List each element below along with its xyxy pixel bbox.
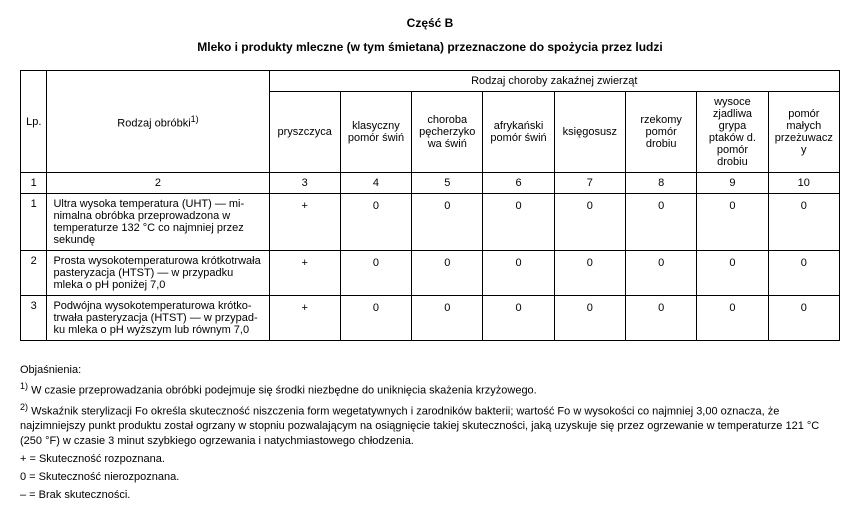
colnum-10: 10 [768,173,839,194]
explain-note2-text: Wskaźnik sterylizacji Fo określa skutecz… [20,406,819,447]
row-treatment: Prosta wysokotemperaturowa krótko­trwała… [47,251,269,296]
legend-minus: – = Brak skuteczności. [20,488,840,502]
colnum-8: 8 [626,173,697,194]
row-val: 0 [768,194,839,251]
colnum-3: 3 [269,173,340,194]
row-val: 0 [626,296,697,341]
row-val: + [269,194,340,251]
row-val: 0 [554,194,625,251]
col-disease-0: pryszczyca [269,92,340,173]
colnum-1: 1 [21,173,47,194]
column-number-row: 1 2 3 4 5 6 7 8 9 10 [21,173,840,194]
table-row: 3 Podwójna wysokotemperaturowa krótko­tr… [21,296,840,341]
page-subtitle: Mleko i produkty mleczne (w tym śmietana… [20,40,840,54]
row-treatment: Podwójna wysokotemperaturowa krótko­trwa… [47,296,269,341]
part-title: Część B [20,16,840,30]
col-disease-6: wysoce zjadliwa grypa ptaków d. pomór dr… [697,92,768,173]
col-disease-2: choroba pęcherzykowa świń [412,92,483,173]
table-row: 2 Prosta wysokotemperaturowa krótko­trwa… [21,251,840,296]
row-val: 0 [554,296,625,341]
treatments-table: Lp. Rodzaj obróbki1) Rodzaj choroby zaka… [20,70,840,341]
table-row: 1 Ultra wysoka temperatura (UHT) — mi­ni… [21,194,840,251]
explain-note1: 1) W czasie przeprowadzania obróbki pode… [20,381,840,398]
colnum-9: 9 [697,173,768,194]
colnum-2: 2 [47,173,269,194]
col-disease-5: rzekomy pomór drobiu [626,92,697,173]
explain-title: Objaśnienia: [20,363,840,377]
legend-zero: 0 = Skuteczność nierozpoznana. [20,470,840,484]
row-val: 0 [626,251,697,296]
col-lp: Lp. [21,71,47,173]
row-val: 0 [483,194,554,251]
row-val: 0 [483,251,554,296]
explain-note1-text: W czasie przeprowadzania obróbki podejmu… [28,385,537,397]
col-disease-4: księgosusz [554,92,625,173]
legend-plus: + = Skuteczność rozpoznana. [20,452,840,466]
col-disease-group: Rodzaj choroby zakaźnej zwierząt [269,71,839,92]
row-val: 0 [554,251,625,296]
col-treatment-label: Rodzaj obróbki [117,117,190,129]
row-val: 0 [483,296,554,341]
row-lp: 3 [21,296,47,341]
row-val: 0 [697,194,768,251]
row-val: 0 [412,251,483,296]
col-treatment-sup: 1) [191,114,199,124]
colnum-5: 5 [412,173,483,194]
row-val: 0 [340,194,411,251]
row-lp: 2 [21,251,47,296]
row-val: 0 [340,251,411,296]
colnum-7: 7 [554,173,625,194]
row-lp: 1 [21,194,47,251]
explain-note2: 2) Wskaźnik sterylizacji Fo określa skut… [20,402,840,448]
row-treatment: Ultra wysoka temperatura (UHT) — mi­nima… [47,194,269,251]
row-val: 0 [340,296,411,341]
colnum-4: 4 [340,173,411,194]
explain-note1-sup: 1) [20,381,28,391]
row-val: 0 [412,194,483,251]
col-disease-7: pomór małych przeżuwaczy [768,92,839,173]
row-val: + [269,296,340,341]
explanations: Objaśnienia: 1) W czasie przeprowadzania… [20,363,840,503]
row-val: + [269,251,340,296]
col-treatment: Rodzaj obróbki1) [47,71,269,173]
row-val: 0 [412,296,483,341]
row-val: 0 [768,296,839,341]
col-disease-1: klasyczny pomór świń [340,92,411,173]
row-val: 0 [697,296,768,341]
row-val: 0 [626,194,697,251]
row-val: 0 [768,251,839,296]
colnum-6: 6 [483,173,554,194]
explain-note2-sup: 2) [20,402,28,412]
row-val: 0 [697,251,768,296]
col-disease-3: afrykański pomór świń [483,92,554,173]
